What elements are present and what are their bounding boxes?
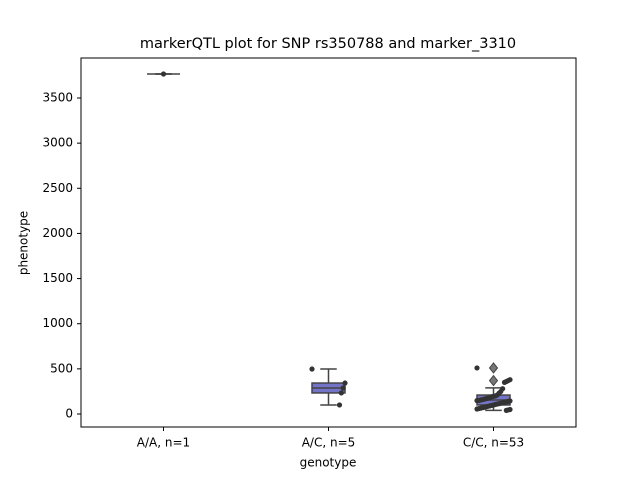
y-tick-label: 1000: [42, 316, 73, 330]
outlier: [488, 374, 499, 387]
point: [309, 366, 315, 372]
y-tick-label: 0: [65, 406, 73, 420]
y-tick-label: 500: [50, 361, 73, 375]
point: [503, 407, 509, 413]
y-tick-label: 2000: [42, 226, 73, 240]
chart-title: markerQTL plot for SNP rs350788 and mark…: [140, 36, 516, 52]
point: [474, 398, 480, 404]
point: [501, 379, 508, 385]
y-tick-label: 2500: [42, 181, 73, 195]
point: [342, 380, 348, 386]
y-tick-label: 3000: [42, 136, 73, 150]
x-axis-label: genotype: [300, 456, 357, 470]
point: [160, 71, 167, 77]
point: [474, 406, 480, 412]
x-tick-label: A/C, n=5: [302, 436, 356, 450]
point: [340, 385, 346, 391]
y-tick-label: 3500: [42, 90, 73, 104]
y-tick-label: 1500: [42, 271, 73, 285]
x-tick-label: C/C, n=53: [463, 436, 524, 450]
point: [336, 402, 343, 408]
point: [474, 365, 480, 371]
point: [338, 390, 344, 396]
x-tick-label: A/A, n=1: [137, 436, 190, 450]
outlier: [488, 362, 499, 374]
y-axis-label: phenotype: [17, 211, 31, 275]
